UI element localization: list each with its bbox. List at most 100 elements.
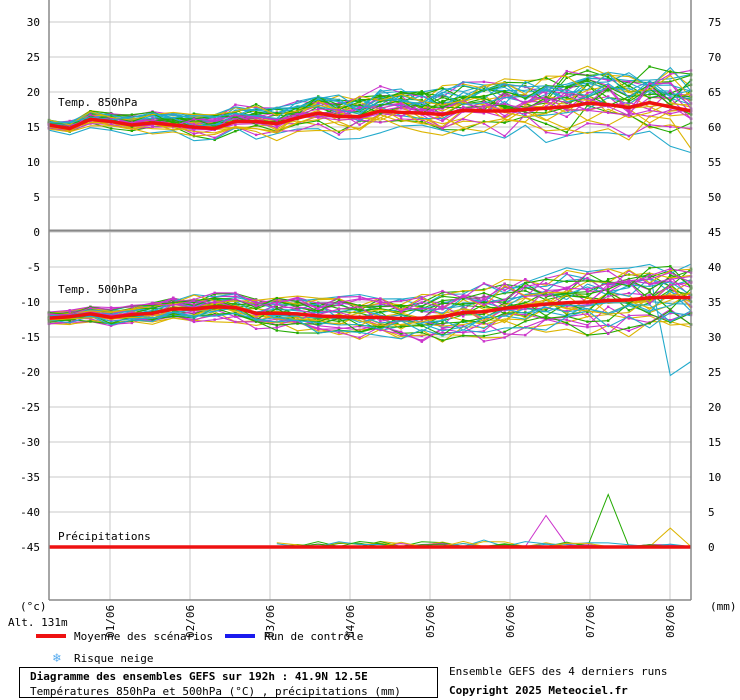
scenario-point — [441, 305, 444, 309]
scenario-point — [337, 106, 341, 109]
scenario-point — [606, 278, 610, 281]
tick-left-500: -45 — [20, 541, 40, 554]
x-tick-label: 07/06 — [584, 605, 597, 638]
scenario-point — [317, 317, 320, 320]
scenario-point — [669, 273, 672, 277]
scenario-point — [317, 307, 320, 310]
scenario-point — [669, 70, 672, 74]
scenario-point — [482, 288, 486, 291]
scenario-point — [151, 318, 154, 321]
scenario-point — [565, 313, 568, 316]
scenario-point — [606, 111, 610, 114]
scenario-point — [627, 281, 631, 284]
scenario-point — [461, 302, 465, 306]
scenario-line — [48, 115, 692, 150]
scenario-point — [503, 309, 506, 312]
scenario-point — [317, 119, 320, 122]
scenario-point — [296, 308, 299, 311]
scenario-point — [172, 118, 175, 121]
scenario-point — [586, 279, 589, 282]
scenario-point — [441, 295, 444, 298]
scenario-point — [296, 322, 299, 325]
scenario-line — [48, 95, 692, 131]
scenario-point — [565, 305, 568, 308]
scenario-point — [606, 285, 610, 289]
scenario-point — [399, 102, 403, 106]
scenario-point — [151, 118, 154, 122]
scenario-point — [130, 129, 134, 132]
scenario-point — [420, 108, 423, 111]
scenario-point — [544, 131, 548, 134]
scenario-point — [482, 313, 486, 316]
scenario-point — [420, 324, 423, 327]
scenario-point — [420, 334, 423, 338]
snowflake-icon: ❄ — [52, 651, 61, 665]
scenario-point — [669, 96, 672, 100]
scenario-point — [482, 112, 486, 115]
scenario-point — [565, 101, 568, 104]
mean-line-850 — [48, 100, 692, 131]
scenario-point — [234, 320, 237, 324]
scenario-point — [482, 303, 486, 306]
scenario-point — [648, 282, 651, 285]
scenario-line — [48, 268, 692, 315]
scenario-point — [420, 297, 423, 301]
scenario-point — [544, 99, 548, 102]
scenario-point — [606, 323, 610, 327]
scenario-point — [441, 87, 444, 90]
scenario-point — [441, 308, 444, 311]
scenario-point — [461, 334, 465, 337]
legend-mean-label: Moyenne des scénarios — [74, 630, 213, 643]
scenario-point — [89, 310, 92, 314]
scenario-point — [565, 109, 568, 112]
scenario-point — [441, 111, 444, 114]
tick-left-500: -35 — [20, 471, 40, 484]
scenario-point — [296, 129, 299, 133]
scenario-point — [586, 325, 589, 329]
scenario-point — [441, 331, 444, 334]
scenario-point — [441, 106, 444, 109]
scenario-point — [503, 285, 506, 289]
scenario-point — [337, 118, 341, 122]
scenario-point — [461, 290, 465, 293]
scenario-point — [296, 296, 299, 299]
scenario-point — [234, 114, 237, 117]
scenario-point — [172, 315, 175, 318]
scenario-point — [379, 100, 382, 103]
scenario-line — [48, 72, 692, 124]
scenario-point — [192, 303, 196, 306]
scenario-point — [669, 99, 672, 102]
scenario-point — [565, 134, 568, 137]
scenario-point — [669, 283, 672, 287]
scenario-point — [524, 289, 527, 292]
scenario-point — [648, 96, 651, 100]
scenario-point — [420, 305, 423, 308]
scenario-point — [586, 288, 589, 291]
scenario-point — [68, 119, 71, 123]
scenario-point — [524, 105, 527, 109]
scenario-point — [275, 296, 279, 300]
scenario-point — [358, 103, 361, 107]
scenario-point — [503, 300, 506, 304]
left-unit-label: (°c) — [20, 600, 47, 613]
right-unit-label: (mm) — [710, 600, 737, 613]
scenario-point — [565, 309, 568, 313]
scenario-point — [669, 318, 672, 322]
tick-right-850: 55 — [708, 156, 721, 169]
scenario-point — [109, 127, 113, 130]
scenario-point — [524, 111, 527, 114]
scenario-point — [461, 105, 465, 109]
scenario-point — [482, 107, 486, 110]
scenario-point — [337, 311, 341, 314]
scenario-point — [172, 113, 175, 116]
scenario-point — [337, 307, 341, 311]
tick-left-850: 5 — [33, 191, 40, 204]
scenario-point — [669, 92, 672, 96]
scenario-point — [627, 84, 631, 87]
scenario-point — [213, 138, 216, 142]
scenario-point — [213, 300, 216, 303]
scenario-point — [234, 129, 237, 133]
scenario-point — [358, 297, 361, 300]
scenario-point — [524, 284, 527, 288]
tick-left-500: -25 — [20, 401, 40, 414]
